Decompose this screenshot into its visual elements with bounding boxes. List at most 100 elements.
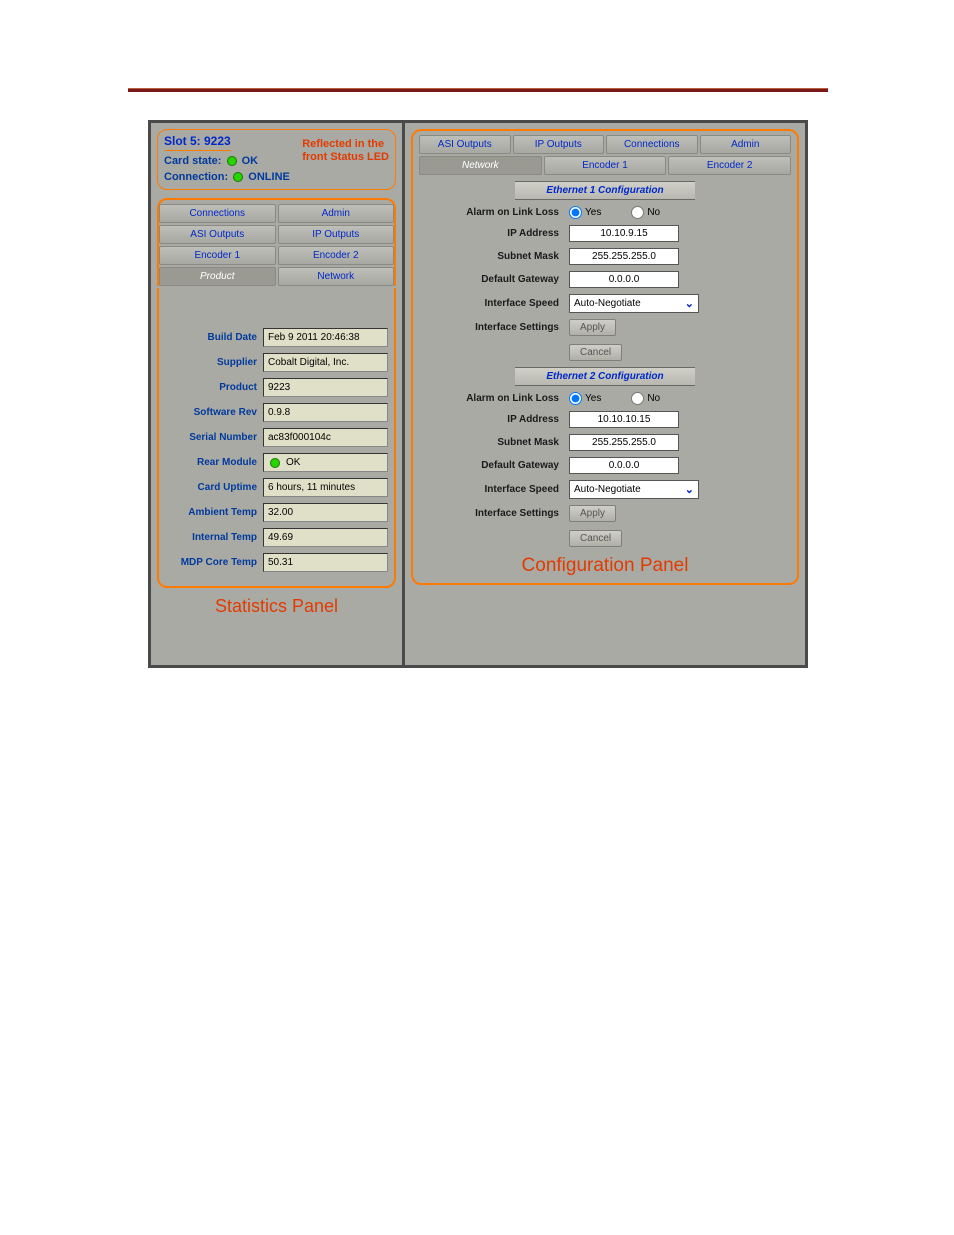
eth2-alarm-yes[interactable]: Yes (569, 392, 601, 405)
stat-label: Rear Module (165, 457, 257, 468)
card-state-label: Card state: (164, 155, 221, 167)
eth2-ip-label: IP Address (419, 414, 559, 425)
tab-ip-outputs[interactable]: IP Outputs (278, 225, 395, 244)
stat-row: Product 9223 (165, 378, 388, 397)
eth1-alarm-row: Alarm on Link Loss Yes No (419, 206, 791, 219)
stat-label: Product (165, 382, 257, 393)
configuration-panel: ASI Outputs IP Outputs Connections Admin… (405, 123, 805, 665)
eth1-speed-label: Interface Speed (419, 298, 559, 309)
stat-value-text: 49.69 (268, 532, 293, 543)
eth2-alarm-radios: Yes No (569, 392, 660, 405)
stat-label: Supplier (165, 357, 257, 368)
stat-value: 32.00 (263, 503, 388, 522)
eth2-alarm-yes-radio[interactable] (569, 392, 582, 405)
chevron-down-icon: ⌄ (685, 483, 694, 496)
eth2-subnet-input[interactable]: 255.255.255.0 (569, 434, 679, 451)
eth2-speed-select[interactable]: Auto-Negotiate ⌄ (569, 480, 699, 499)
connection-value: ONLINE (248, 171, 290, 183)
rtab-asi-outputs[interactable]: ASI Outputs (419, 135, 511, 154)
stat-value-text: 6 hours, 11 minutes (268, 482, 355, 493)
stat-value: 49.69 (263, 528, 388, 547)
tab-admin[interactable]: Admin (278, 204, 395, 223)
eth2-apply-button[interactable]: Apply (569, 505, 616, 522)
stat-row: MDP Core Temp50.31 (165, 553, 388, 572)
stat-label: Software Rev (165, 407, 257, 418)
eth1-header: Ethernet 1 Configuration (515, 181, 695, 200)
tab-product[interactable]: Product (159, 267, 276, 286)
rtab-encoder-1[interactable]: Encoder 1 (544, 156, 667, 175)
stat-label: Card Uptime (165, 482, 257, 493)
connection-row: Connection: ONLINE (164, 171, 389, 183)
reflected-note-l2: front Status LED (302, 151, 389, 163)
eth1-apply-button[interactable]: Apply (569, 319, 616, 336)
stat-row: Rear Module OK (165, 453, 388, 472)
connection-led-icon (233, 172, 243, 182)
stat-label: Ambient Temp (165, 507, 257, 518)
stat-value: OK (263, 453, 388, 472)
stat-label: Serial Number (165, 432, 257, 443)
eth1-gw-input[interactable]: 0.0.0.0 (569, 271, 679, 288)
eth2-alarm-label: Alarm on Link Loss (419, 393, 559, 404)
configuration-panel-caption: Configuration Panel (419, 555, 791, 577)
eth2-gw-input[interactable]: 0.0.0.0 (569, 457, 679, 474)
rtab-encoder-2[interactable]: Encoder 2 (668, 156, 791, 175)
stat-value-text: ac83f000104c (268, 432, 331, 443)
tab-encoder-1[interactable]: Encoder 1 (159, 246, 276, 265)
stat-row: Card Uptime 6 hours, 11 minutes (165, 478, 388, 497)
reflected-note: Reflected in the front Status LED (302, 138, 389, 164)
eth1-speed-select[interactable]: Auto-Negotiate ⌄ (569, 294, 699, 313)
eth2-speed-value: Auto-Negotiate (574, 484, 641, 495)
eth1-cancel-button[interactable]: Cancel (569, 344, 622, 361)
eth2-alarm-row: Alarm on Link Loss Yes No (419, 392, 791, 405)
eth1-settings-label: Interface Settings (419, 322, 559, 333)
stats-list: Build DateFeb 9 2011 20:46:38SupplierCob… (157, 288, 396, 588)
eth2-settings-label: Interface Settings (419, 508, 559, 519)
rtab-admin[interactable]: Admin (700, 135, 792, 154)
eth1-alarm-no-radio[interactable] (631, 206, 644, 219)
stat-row: Serial Number ac83f000104c (165, 428, 388, 447)
tab-asi-outputs[interactable]: ASI Outputs (159, 225, 276, 244)
stat-value: 6 hours, 11 minutes (263, 478, 388, 497)
tab-connections[interactable]: Connections (159, 204, 276, 223)
connection-label: Connection: (164, 171, 228, 183)
rtab-connections[interactable]: Connections (606, 135, 698, 154)
eth1-speed-value: Auto-Negotiate (574, 298, 641, 309)
rtab-network[interactable]: Network (419, 156, 542, 175)
statistics-panel-caption: Statistics Panel (157, 596, 396, 617)
eth2-alarm-no[interactable]: No (631, 392, 660, 405)
eth1-ip-label: IP Address (419, 228, 559, 239)
stat-value: 9223 (263, 378, 388, 397)
eth1-alarm-radios: Yes No (569, 206, 660, 219)
eth1-alarm-yes[interactable]: Yes (569, 206, 601, 219)
reflected-note-l1: Reflected in the (302, 138, 384, 150)
stat-value: Feb 9 2011 20:46:38 (263, 328, 388, 347)
stat-value-text: 0.9.8 (268, 407, 290, 418)
eth1-ip-input[interactable]: 10.10.9.15 (569, 225, 679, 242)
app-shell: Slot 5: 9223 Reflected in the front Stat… (148, 120, 808, 668)
eth2-no-label: No (647, 393, 660, 404)
eth2-alarm-no-radio[interactable] (631, 392, 644, 405)
tab-network[interactable]: Network (278, 267, 395, 286)
stat-value-text: Feb 9 2011 20:46:38 (268, 332, 360, 343)
eth1-alarm-no[interactable]: No (631, 206, 660, 219)
eth1-gw-label: Default Gateway (419, 274, 559, 285)
eth2-ip-input[interactable]: 10.10.10.15 (569, 411, 679, 428)
eth2-speed-label: Interface Speed (419, 484, 559, 495)
stat-value-text: 9223 (268, 382, 290, 393)
page-rule (128, 88, 828, 92)
chevron-down-icon: ⌄ (685, 297, 694, 310)
eth1-yes-label: Yes (585, 207, 601, 218)
eth2-cancel-button[interactable]: Cancel (569, 530, 622, 547)
card-state-value: OK (242, 155, 259, 167)
config-body: ASI Outputs IP Outputs Connections Admin… (411, 129, 799, 585)
eth1-alarm-label: Alarm on Link Loss (419, 207, 559, 218)
eth2-header: Ethernet 2 Configuration (515, 367, 695, 386)
slot-info-box: Slot 5: 9223 Reflected in the front Stat… (157, 129, 396, 190)
stat-value: 0.9.8 (263, 403, 388, 422)
rtab-ip-outputs[interactable]: IP Outputs (513, 135, 605, 154)
stat-value: ac83f000104c (263, 428, 388, 447)
eth1-subnet-input[interactable]: 255.255.255.0 (569, 248, 679, 265)
tab-encoder-2[interactable]: Encoder 2 (278, 246, 395, 265)
left-tab-grid: Connections Admin ASI Outputs IP Outputs… (157, 198, 396, 286)
eth1-alarm-yes-radio[interactable] (569, 206, 582, 219)
